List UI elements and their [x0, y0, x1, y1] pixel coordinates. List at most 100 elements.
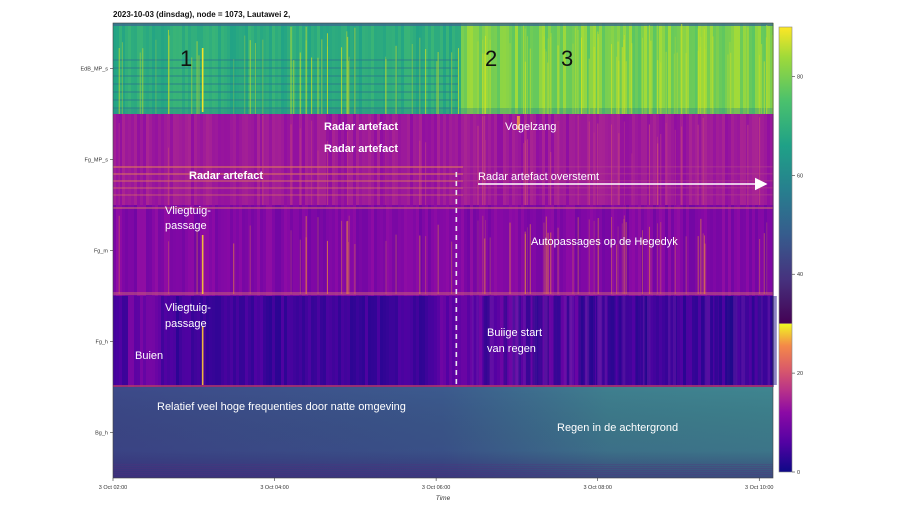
heatmap-cell [668, 205, 672, 296]
heatmap-cell [302, 205, 306, 296]
event-streak [569, 296, 574, 385]
event-streak [518, 296, 521, 385]
event-streak [155, 39, 157, 114]
heatmap-cell [557, 205, 561, 296]
heatmap-cell [263, 205, 267, 296]
event-streak [611, 44, 613, 115]
event-streak [681, 126, 683, 205]
heatmap-cell [428, 114, 432, 205]
event-streak [729, 296, 733, 385]
heatmap-cell [449, 205, 453, 296]
heatmap-cell [116, 23, 120, 114]
heatmap-cell [569, 114, 573, 205]
heatmap-cell [179, 114, 183, 205]
heatmap-cell [659, 296, 663, 387]
heatmap-band [463, 187, 773, 189]
heatmap-cell [143, 205, 147, 296]
heatmap-cell [485, 114, 489, 205]
heatmap-cell [704, 205, 708, 296]
heatmap-cell [152, 23, 156, 114]
event-streak [674, 36, 676, 114]
heatmap-cell [503, 23, 507, 114]
event-streak [526, 227, 528, 294]
heatmap-cell [704, 114, 708, 205]
x-tick-label: 3 Oct 08:00 [583, 485, 611, 491]
heatmap-cell [218, 114, 222, 205]
heatmap-cell [368, 114, 372, 205]
event-streak [730, 52, 732, 114]
event-streak [485, 296, 491, 385]
event-streak [526, 139, 528, 205]
heatmap-cell [347, 205, 351, 296]
heatmap-cell [308, 23, 312, 114]
heatmap-cell [479, 205, 483, 296]
heatmap-cell [443, 296, 447, 387]
heatmap-row-edb-mp-s [113, 23, 774, 114]
event-streak [451, 241, 453, 294]
event-streak [385, 240, 387, 294]
heatmap-cell [605, 23, 609, 114]
event-streak [233, 59, 235, 114]
heatmap-cell [467, 114, 471, 205]
heatmap-band [113, 107, 458, 109]
heatmap-cell [545, 23, 549, 114]
heatmap-cell [236, 114, 240, 205]
heatmap-cell [389, 114, 393, 205]
heatmap-cell [728, 114, 732, 205]
event-streak [326, 241, 328, 294]
event-streak [290, 26, 292, 115]
heatmap-cell [479, 296, 483, 387]
event-streak [348, 215, 350, 294]
heatmap-cell [614, 296, 618, 387]
heatmap-cell [569, 23, 573, 114]
event-streak [305, 40, 307, 115]
heatmap-cell [296, 23, 300, 114]
heatmap-cell [740, 114, 744, 205]
heatmap-cell [749, 296, 753, 387]
event-streak [644, 296, 650, 385]
heatmap-cell [209, 296, 213, 387]
heatmap-cell [131, 23, 135, 114]
heatmap-cell [407, 114, 411, 205]
heatmap-band [113, 166, 463, 168]
heatmap-cell [728, 205, 732, 296]
heatmap-cell [329, 205, 333, 296]
event-streak [699, 47, 701, 114]
heatmap-cell [191, 296, 195, 387]
heatmap-cell [290, 114, 294, 205]
event-streak [425, 142, 427, 205]
heatmap-cell [335, 296, 339, 387]
heatmap-cell [674, 114, 678, 205]
heatmap-cell [755, 23, 759, 114]
event-streak [233, 243, 235, 294]
heatmap-cell [560, 114, 564, 205]
event-streak [625, 61, 627, 114]
heatmap-cell [578, 23, 582, 114]
heatmap-cell [662, 296, 666, 387]
heatmap-cell [437, 296, 441, 387]
heatmap-cell [677, 114, 681, 205]
heatmap-cell [446, 114, 450, 205]
event-streak [249, 225, 251, 294]
heatmap-cell [263, 114, 267, 205]
heatmap-cell [359, 296, 363, 387]
heatmap-cell [332, 296, 336, 387]
heatmap-cell [413, 205, 417, 296]
heatmap-cell [653, 205, 657, 296]
heatmap-cell [131, 296, 135, 387]
event-streak [354, 27, 356, 114]
heatmap-cell [515, 205, 519, 296]
heatmap-cell [638, 114, 642, 205]
heatmap-cell [137, 296, 141, 387]
event-streak [509, 43, 511, 114]
event-streak [585, 296, 588, 385]
heatmap-cell [698, 296, 702, 387]
heatmap-cell [431, 114, 435, 205]
annotation-label: 1 [180, 46, 192, 71]
event-streak [588, 121, 590, 205]
heatmap-cell [377, 114, 381, 205]
heatmap-cell [455, 114, 459, 205]
heatmap-band [113, 23, 773, 26]
heatmap-cell [665, 205, 669, 296]
heatmap-cell [464, 205, 468, 296]
